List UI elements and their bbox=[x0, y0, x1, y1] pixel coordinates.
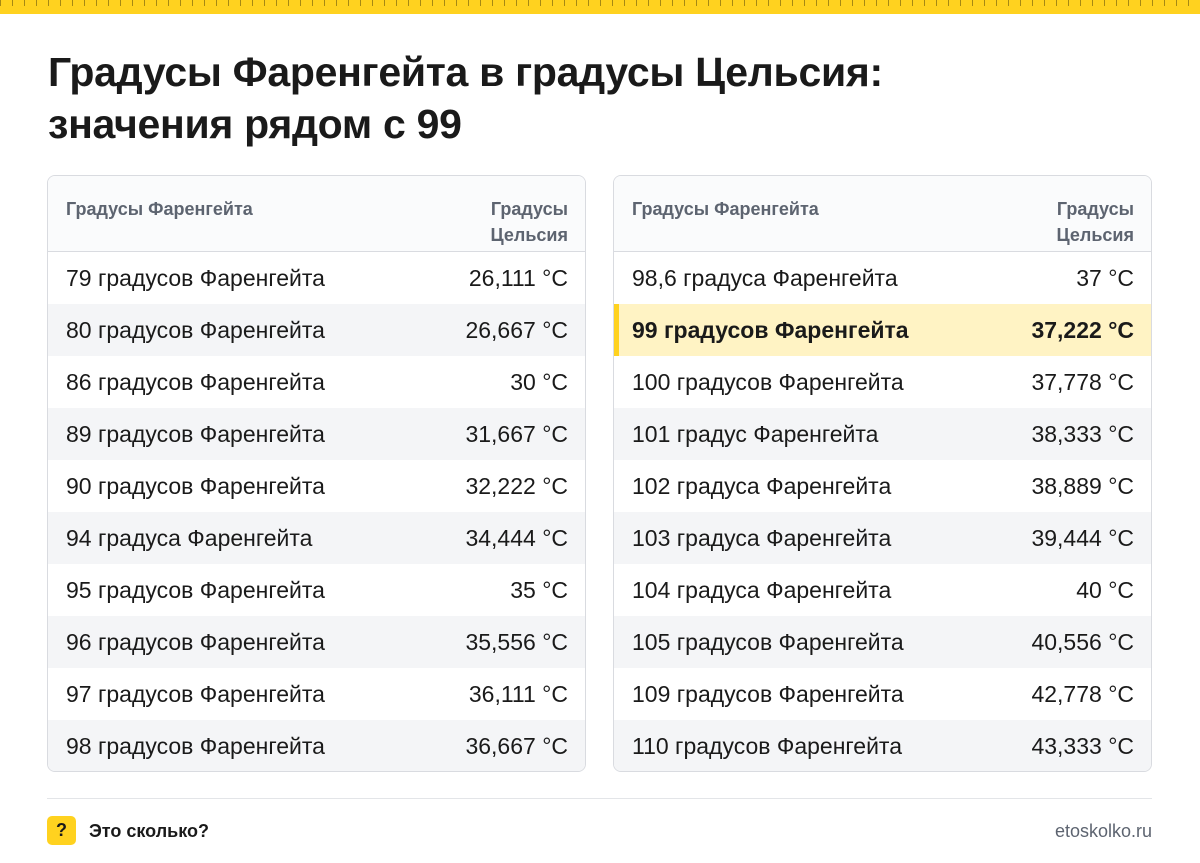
header-celsius-line-2: Цельсия bbox=[490, 225, 568, 245]
fahrenheit-cell: 94 градуса Фаренгейта bbox=[66, 524, 313, 551]
fahrenheit-cell: 98 градусов Фаренгейта bbox=[66, 732, 325, 759]
header-celsius-line-2: Цельсия bbox=[1056, 225, 1134, 245]
table-row-highlighted: 99 градусов Фаренгейта 37,222 °C bbox=[614, 304, 1151, 356]
header-celsius-line-1: Градусы bbox=[1056, 199, 1134, 219]
header-fahrenheit: Градусы Фаренгейта bbox=[66, 199, 253, 219]
fahrenheit-cell: 110 градусов Фаренгейта bbox=[632, 732, 903, 759]
celsius-cell: 36,111 °C bbox=[468, 680, 568, 707]
table-row: 95 градусов Фаренгейта 35 °C bbox=[48, 564, 585, 616]
fahrenheit-cell: 95 градусов Фаренгейта bbox=[66, 576, 325, 603]
celsius-cell: 31,667 °C bbox=[465, 420, 568, 447]
table-row: 89 градусов Фаренгейта 31,667 °C bbox=[48, 408, 585, 460]
header-celsius-line-1: Градусы bbox=[490, 199, 568, 219]
header-fahrenheit: Градусы Фаренгейта bbox=[632, 199, 819, 219]
table-row: 80 градусов Фаренгейта 26,667 °C bbox=[48, 304, 585, 356]
table-row: 104 градуса Фаренгейта 40 °C bbox=[614, 564, 1151, 616]
celsius-cell: 43,333 °C bbox=[1031, 732, 1134, 759]
table-row: 101 градус Фаренгейта 38,333 °C bbox=[614, 408, 1151, 460]
celsius-cell: 40,556 °C bbox=[1031, 628, 1134, 655]
table-header: Градусы Фаренгейта Градусы Цельсия bbox=[48, 176, 585, 252]
fahrenheit-cell: 99 градусов Фаренгейта bbox=[632, 316, 909, 343]
fahrenheit-cell: 86 градусов Фаренгейта bbox=[66, 368, 325, 395]
footer-divider bbox=[47, 798, 1152, 799]
question-badge-icon: ? bbox=[47, 816, 76, 845]
brand-name: Это сколько? bbox=[89, 821, 209, 841]
page-title: Градусы Фаренгейта в градусы Цельсия: зн… bbox=[48, 46, 1148, 150]
celsius-cell: 37 °C bbox=[1076, 264, 1134, 291]
conversion-table-left: Градусы Фаренгейта Градусы Цельсия 79 гр… bbox=[47, 175, 586, 772]
table-row: 103 градуса Фаренгейта 39,444 °C bbox=[614, 512, 1151, 564]
table-row: 102 градуса Фаренгейта 38,889 °C bbox=[614, 460, 1151, 512]
celsius-cell: 40 °C bbox=[1076, 576, 1134, 603]
fahrenheit-cell: 96 градусов Фаренгейта bbox=[66, 628, 325, 655]
table-row: 105 градусов Фаренгейта 40,556 °C bbox=[614, 616, 1151, 668]
fahrenheit-cell: 101 градус Фаренгейта bbox=[632, 420, 879, 447]
table-row: 110 градусов Фаренгейта 43,333 °C bbox=[614, 720, 1151, 771]
title-line-2: значения рядом с 99 bbox=[48, 101, 462, 147]
fahrenheit-cell: 89 градусов Фаренгейта bbox=[66, 420, 325, 447]
header-celsius: Градусы Цельсия bbox=[1014, 196, 1134, 248]
celsius-cell: 36,667 °C bbox=[465, 732, 568, 759]
celsius-cell: 26,667 °C bbox=[465, 316, 568, 343]
fahrenheit-cell: 104 градуса Фаренгейта bbox=[632, 576, 892, 603]
fahrenheit-cell: 98,6 градуса Фаренгейта bbox=[632, 264, 898, 291]
fahrenheit-cell: 105 градусов Фаренгейта bbox=[632, 628, 904, 655]
table-row: 98 градусов Фаренгейта 36,667 °C bbox=[48, 720, 585, 771]
table-row: 97 градусов Фаренгейта 36,111 °C bbox=[48, 668, 585, 720]
table-row: 90 градусов Фаренгейта 32,222 °C bbox=[48, 460, 585, 512]
celsius-cell: 32,222 °C bbox=[465, 472, 568, 499]
table-header: Градусы Фаренгейта Градусы Цельсия bbox=[614, 176, 1151, 252]
celsius-cell: 42,778 °C bbox=[1031, 680, 1134, 707]
table-row: 94 градуса Фаренгейта 34,444 °C bbox=[48, 512, 585, 564]
fahrenheit-cell: 109 градусов Фаренгейта bbox=[632, 680, 904, 707]
fahrenheit-cell: 90 градусов Фаренгейта bbox=[66, 472, 325, 499]
celsius-cell: 26,111 °C bbox=[468, 264, 568, 291]
celsius-cell: 35,556 °C bbox=[465, 628, 568, 655]
ruler-decoration bbox=[0, 0, 1200, 14]
fahrenheit-cell: 103 градуса Фаренгейта bbox=[632, 524, 892, 551]
table-row: 109 градусов Фаренгейта 42,778 °C bbox=[614, 668, 1151, 720]
celsius-cell: 39,444 °C bbox=[1031, 524, 1134, 551]
fahrenheit-cell: 100 градусов Фаренгейта bbox=[632, 368, 904, 395]
conversion-table-right: Градусы Фаренгейта Градусы Цельсия 98,6 … bbox=[613, 175, 1152, 772]
title-line-1: Градусы Фаренгейта в градусы Цельсия: bbox=[48, 49, 883, 95]
celsius-cell: 38,889 °C bbox=[1031, 472, 1134, 499]
celsius-cell: 37,778 °C bbox=[1031, 368, 1134, 395]
table-row: 98,6 градуса Фаренгейта 37 °C bbox=[614, 252, 1151, 304]
celsius-cell: 38,333 °C bbox=[1031, 420, 1134, 447]
celsius-cell: 34,444 °C bbox=[465, 524, 568, 551]
celsius-cell: 30 °C bbox=[510, 368, 568, 395]
table-row: 100 градусов Фаренгейта 37,778 °C bbox=[614, 356, 1151, 408]
header-celsius: Градусы Цельсия bbox=[448, 196, 568, 248]
fahrenheit-cell: 102 градуса Фаренгейта bbox=[632, 472, 892, 499]
table-row: 79 градусов Фаренгейта 26,111 °C bbox=[48, 252, 585, 304]
celsius-cell: 35 °C bbox=[510, 576, 568, 603]
table-row: 86 градусов Фаренгейта 30 °C bbox=[48, 356, 585, 408]
fahrenheit-cell: 79 градусов Фаренгейта bbox=[66, 264, 325, 291]
fahrenheit-cell: 80 градусов Фаренгейта bbox=[66, 316, 325, 343]
site-link[interactable]: etoskolko.ru bbox=[1054, 821, 1152, 841]
table-row: 96 градусов Фаренгейта 35,556 °C bbox=[48, 616, 585, 668]
fahrenheit-cell: 97 градусов Фаренгейта bbox=[66, 680, 325, 707]
celsius-cell: 37,222 °C bbox=[1031, 316, 1134, 343]
